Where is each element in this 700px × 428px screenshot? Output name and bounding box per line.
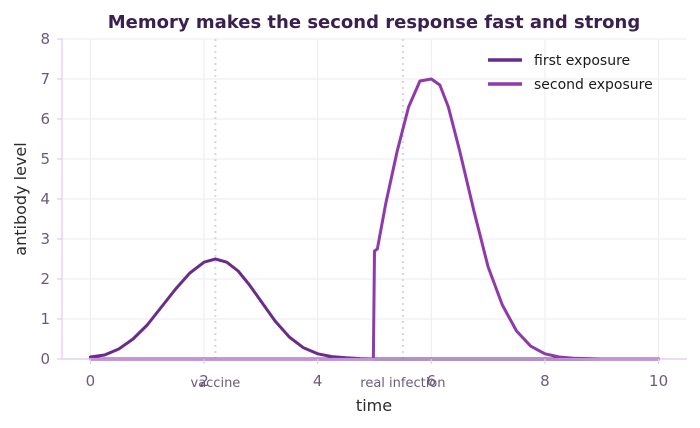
series-line-2 (88, 77, 661, 361)
legend: first exposure second exposure (488, 53, 653, 93)
chart-title: Memory makes the second response fast an… (108, 12, 641, 33)
y-tick-label: 4 (40, 190, 50, 208)
y-tick-label: 6 (40, 110, 50, 128)
annotation-label: vaccine (191, 376, 241, 391)
annotation-label: real infection (360, 376, 445, 391)
axes: 0 2 4 6 8 10 0 1 2 3 4 5 6 7 8 vaccine real infection (40, 30, 687, 391)
legend-label: second exposure (534, 77, 653, 93)
y-tick-label: 7 (40, 70, 50, 88)
legend-label: first exposure (534, 53, 630, 69)
x-tick-label: 0 (86, 372, 96, 390)
x-tick-label: 8 (540, 372, 550, 390)
grid (62, 38, 687, 360)
y-tick-label: 2 (40, 270, 50, 288)
x-tick-label: 2 (199, 372, 209, 390)
y-tick-label: 0 (40, 350, 50, 368)
x-tick-label: 10 (649, 372, 668, 390)
y-tick-label: 3 (40, 230, 50, 248)
x-tick-label: 6 (427, 372, 437, 390)
y-tick-label: 5 (40, 150, 50, 168)
x-tick-label: 4 (313, 372, 323, 390)
x-axis-label: time (356, 396, 392, 415)
y-axis-label: antibody level (11, 142, 30, 255)
y-tick-label: 8 (40, 30, 50, 48)
y-tick-label: 1 (40, 310, 50, 328)
plot-area (88, 77, 661, 361)
